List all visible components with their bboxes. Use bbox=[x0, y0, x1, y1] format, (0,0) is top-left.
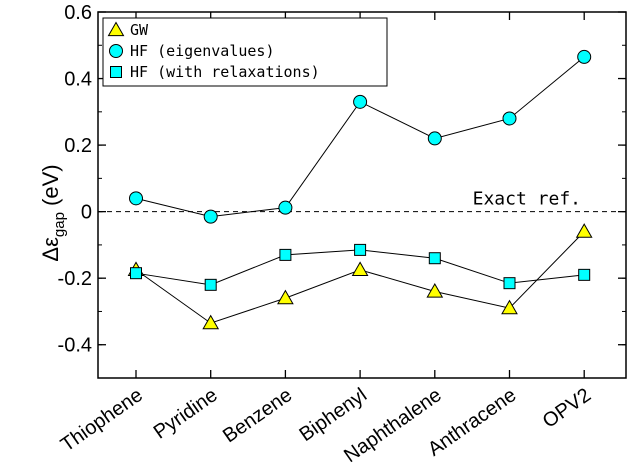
data-point bbox=[426, 282, 444, 298]
legend-label: GW bbox=[130, 21, 149, 39]
y-axis: -0.4 -0.2 0 0.2 0.4 0.6 bbox=[58, 2, 626, 379]
y-tick-label: 0.2 bbox=[64, 135, 92, 157]
data-point bbox=[129, 191, 143, 206]
x-category-label: Benzene bbox=[219, 384, 296, 447]
data-point bbox=[202, 314, 220, 330]
legend-marker bbox=[109, 44, 123, 58]
legend-marker bbox=[107, 21, 125, 37]
y-tick-label: -0.2 bbox=[58, 268, 92, 290]
data-point bbox=[354, 243, 367, 256]
y-tick-label: -0.4 bbox=[58, 335, 92, 357]
series-layer bbox=[127, 49, 593, 330]
data-point bbox=[277, 289, 294, 305]
data-point bbox=[577, 49, 592, 64]
reference-line-label: Exact ref. bbox=[473, 189, 581, 210]
legend: GW HF (eigenvalues) HF (with relaxations) bbox=[102, 17, 388, 87]
data-point bbox=[204, 278, 217, 291]
data-point bbox=[501, 299, 518, 315]
legend-box bbox=[102, 17, 388, 87]
data-point bbox=[578, 268, 591, 281]
y-tick-label: 0 bbox=[81, 202, 92, 224]
data-point bbox=[502, 111, 517, 126]
y-label-main: Δε bbox=[38, 237, 63, 262]
series-triangle bbox=[127, 223, 593, 330]
data-point bbox=[427, 131, 442, 146]
data-point bbox=[575, 223, 593, 238]
data-point bbox=[428, 252, 441, 265]
y-tick-label: 0.4 bbox=[64, 69, 92, 91]
data-point bbox=[503, 277, 516, 290]
legend-label: HF (with relaxations) bbox=[130, 63, 320, 81]
x-category-label: Thiophene bbox=[57, 384, 147, 456]
data-point bbox=[130, 267, 142, 280]
legend-label: HF (eigenvalues) bbox=[130, 42, 275, 60]
data-point bbox=[351, 261, 369, 276]
y-label-sub: gap bbox=[51, 212, 68, 237]
plot-frame bbox=[97, 11, 627, 379]
reference-line: Exact ref. bbox=[98, 189, 626, 213]
y-tick-label: 0.6 bbox=[64, 2, 92, 24]
data-point bbox=[279, 248, 292, 261]
x-category-label: Pyridine bbox=[150, 384, 222, 443]
data-point bbox=[203, 209, 218, 224]
series-square bbox=[130, 243, 591, 291]
x-category-label: OPV2 bbox=[539, 384, 595, 433]
data-point bbox=[353, 94, 368, 109]
y-label-unit: (eV) bbox=[38, 164, 63, 212]
plot-area-border bbox=[97, 11, 627, 379]
series-circle bbox=[129, 49, 592, 224]
y-axis-label: Δεgap (eV) bbox=[38, 164, 68, 261]
legend-marker bbox=[110, 66, 122, 78]
data-point bbox=[278, 200, 293, 215]
